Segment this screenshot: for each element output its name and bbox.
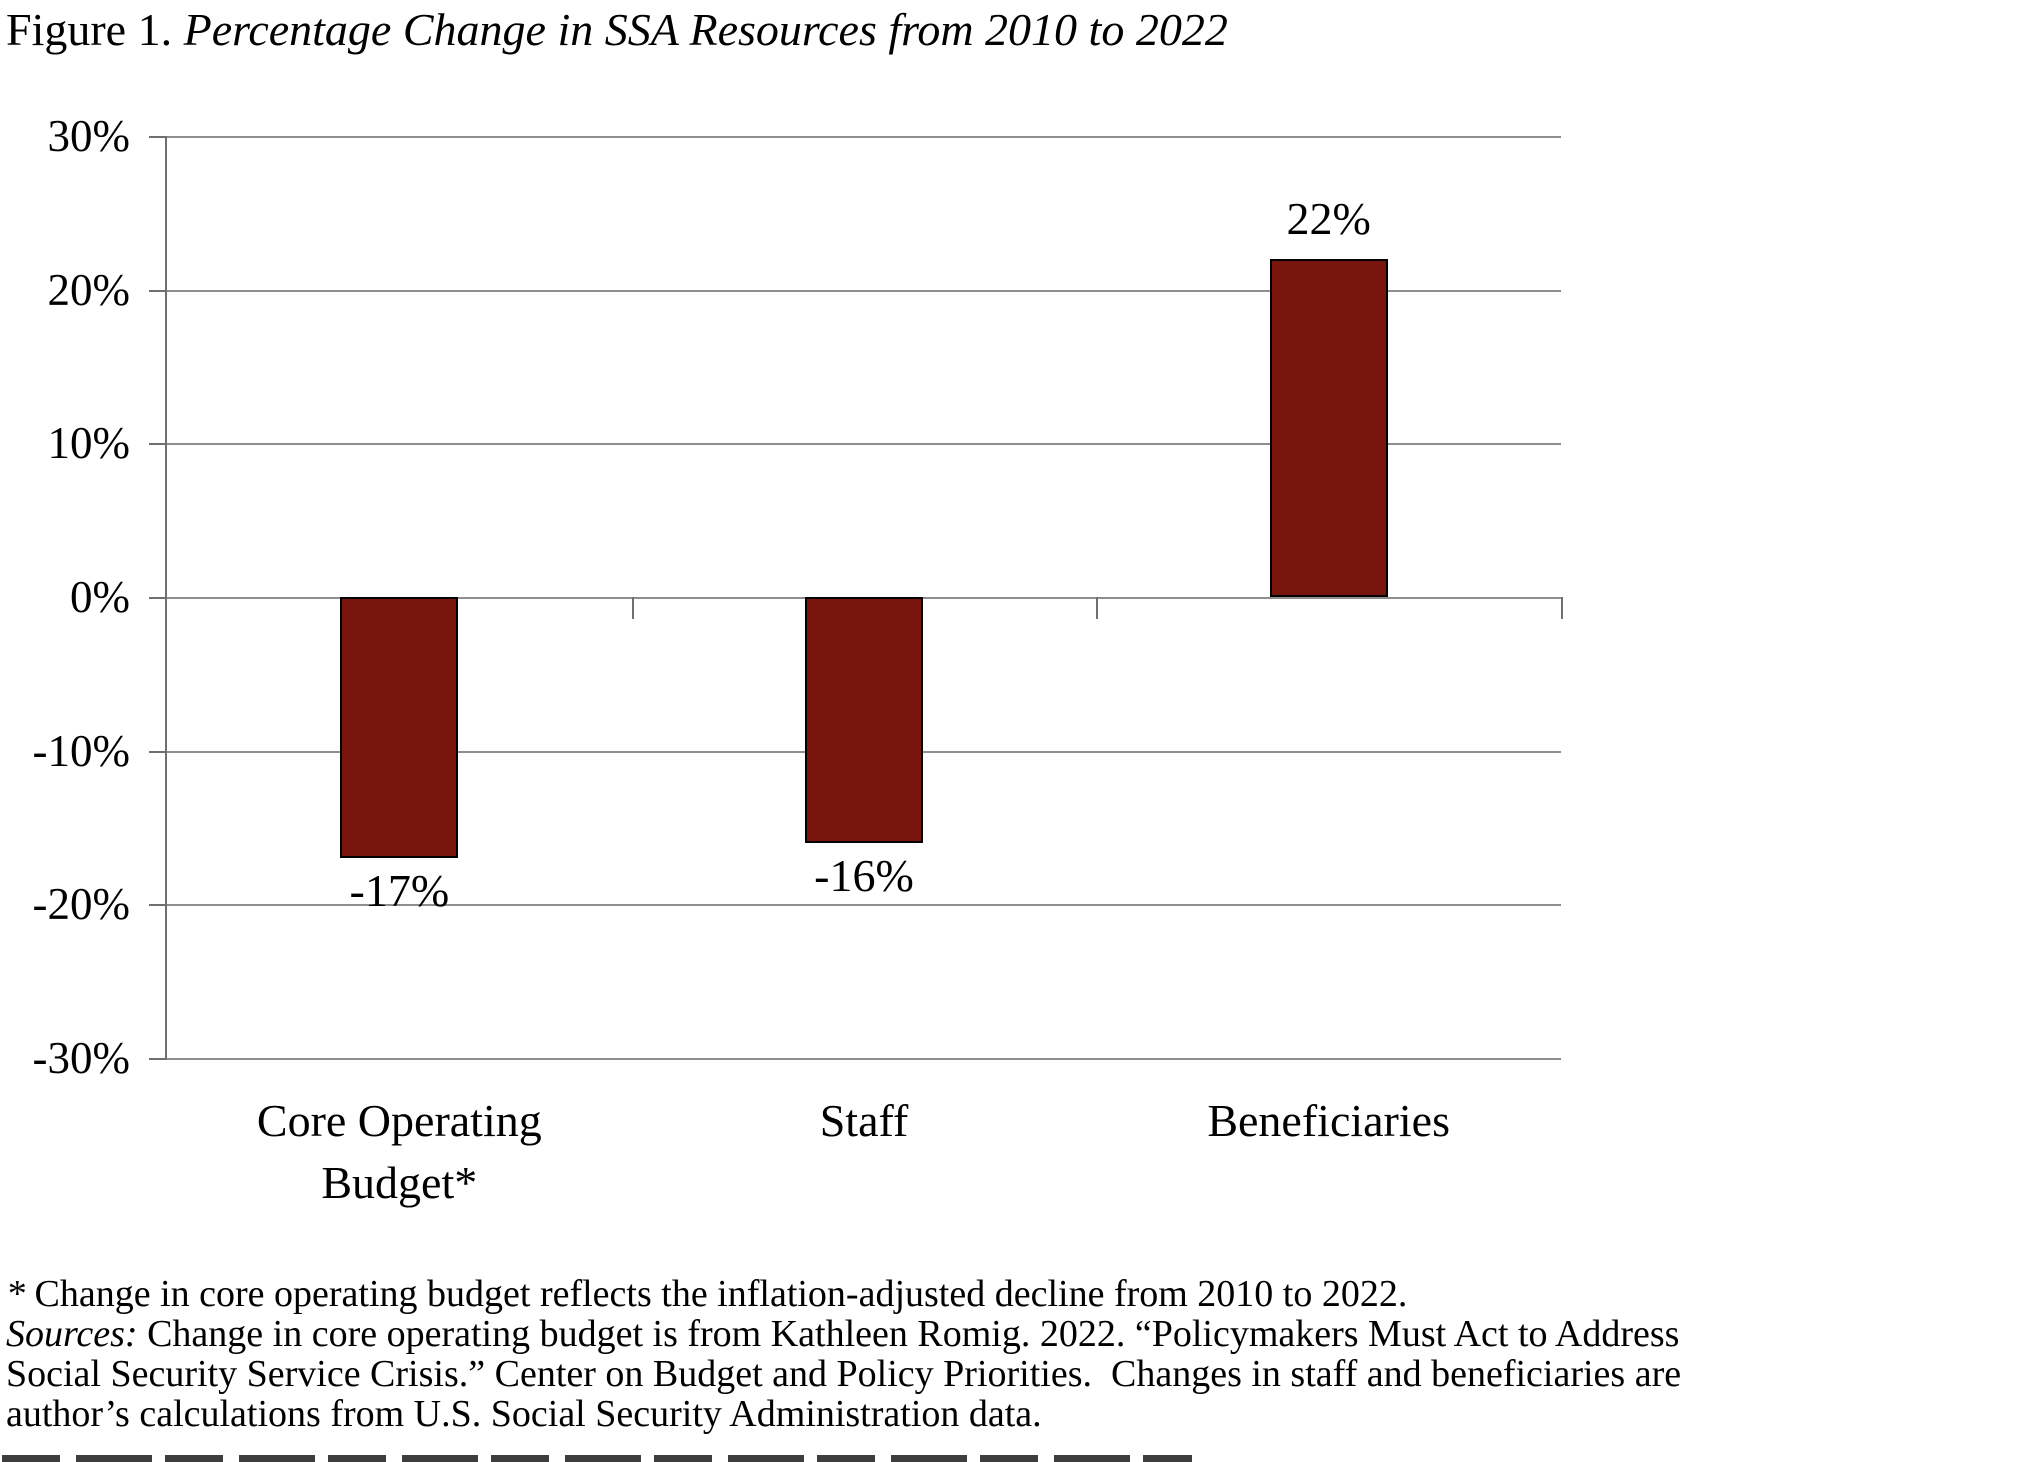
category-label-core-operating-budget: Core Operating Budget*	[139, 1090, 659, 1214]
y-axis-tick	[149, 443, 167, 446]
x-axis-tick	[1096, 597, 1099, 619]
bar-core-operating-budget	[340, 597, 459, 859]
figure-title: Figure 1. Percentage Change in SSA Resou…	[6, 0, 1228, 60]
y-tick-label: 10%	[47, 418, 131, 469]
gridline	[167, 289, 1561, 292]
y-tick-label: 30%	[47, 111, 131, 161]
gridline	[167, 443, 1561, 446]
footnote-sources-line3: author’s calculations from U.S. Social S…	[6, 1393, 1042, 1435]
footnotes: * Change in core operating budget reflec…	[6, 1274, 1681, 1434]
y-tick-label: 0%	[70, 572, 130, 622]
sources-label: Sources:	[6, 1313, 138, 1355]
data-label-core-operating-budget: -17%	[349, 865, 450, 917]
category-label-line: Beneficiaries	[1207, 1095, 1450, 1146]
y-tick-label: 20%	[47, 264, 131, 315]
bar-staff	[805, 597, 923, 843]
figure-title-prefix: Figure 1.	[6, 4, 184, 55]
data-label-staff: -16%	[814, 849, 914, 901]
category-label-staff: Staff	[604, 1090, 1124, 1152]
clipped-text-sliver	[2, 1455, 1192, 1462]
x-axis-tick	[1561, 597, 1563, 619]
y-axis-tick	[149, 136, 167, 138]
y-tick-label: -30%	[32, 1033, 130, 1083]
y-axis-tick	[149, 289, 167, 292]
y-axis-tick	[149, 1058, 167, 1060]
y-tick-label: -10%	[32, 725, 130, 776]
x-axis-tick	[631, 597, 634, 619]
category-label-line: Staff	[819, 1095, 909, 1146]
gridline	[167, 1058, 1561, 1060]
figure-title-italic: Percentage Change in SSA Resources from …	[183, 4, 1228, 55]
y-tick-label: -20%	[32, 879, 130, 930]
category-label-beneficiaries: Beneficiaries	[1069, 1090, 1589, 1152]
category-label-line: Core Operating	[256, 1095, 542, 1146]
footnote-asterisk: *	[6, 1273, 25, 1315]
footnote-sources-line2: Social Security Service Crisis.” Center …	[6, 1353, 1682, 1395]
data-label-beneficiaries: 22%	[1286, 192, 1371, 244]
footnote-note-line: * Change in core operating budget reflec…	[6, 1273, 1408, 1315]
y-axis-tick	[149, 904, 167, 907]
bar-beneficiaries	[1269, 258, 1388, 597]
y-axis-tick	[149, 597, 167, 599]
footnote-sources-line1: Sources: Change in core operating budget…	[6, 1313, 1680, 1355]
gridline	[167, 136, 1561, 138]
y-axis-tick	[149, 750, 167, 753]
gridline	[167, 904, 1561, 907]
category-label-line: Budget*	[321, 1157, 478, 1208]
